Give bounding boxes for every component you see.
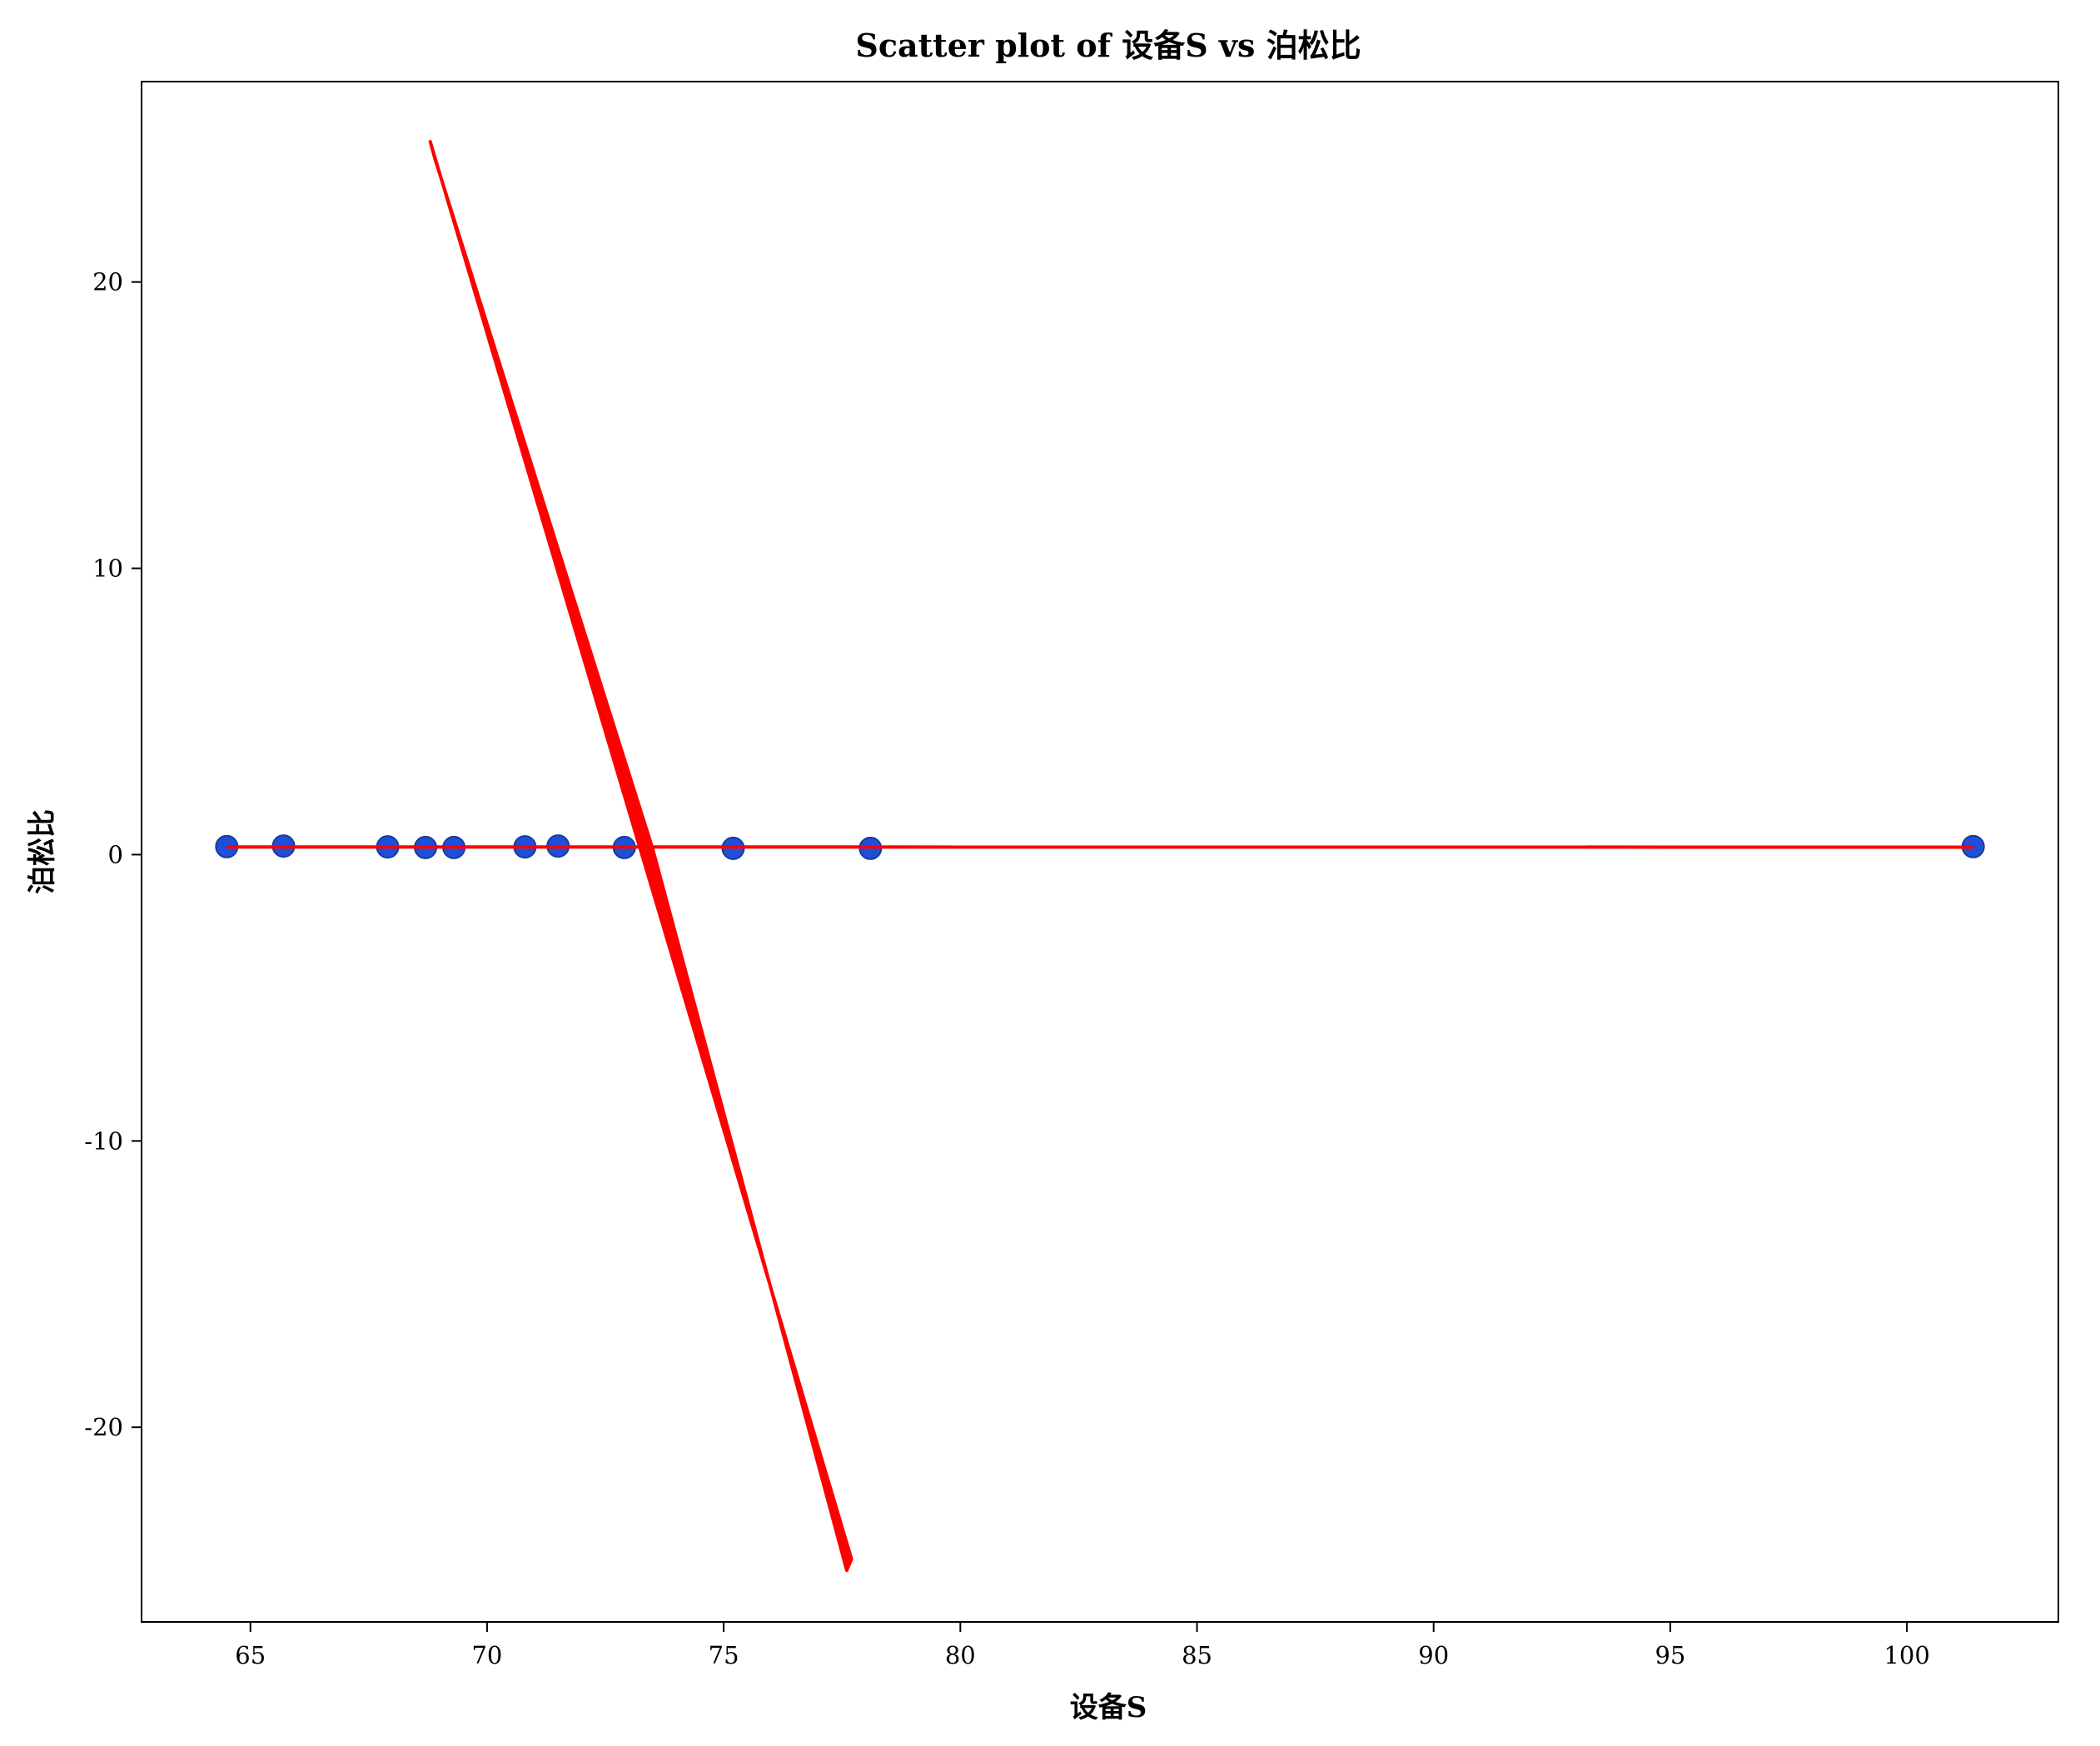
x-tick-label: 70 xyxy=(471,1641,502,1669)
y-tick-label: -20 xyxy=(84,1413,123,1441)
x-axis: 65 70 75 80 85 90 95 100 xyxy=(235,1622,1930,1669)
x-tick-label: 75 xyxy=(709,1641,739,1669)
x-axis-label: 设备S xyxy=(1070,1691,1147,1724)
y-axis-label: 泊松比 xyxy=(26,809,59,894)
y-axis: -20 -10 0 10 20 xyxy=(84,268,142,1441)
x-tick-label: 90 xyxy=(1418,1641,1449,1669)
x-tick-label: 65 xyxy=(235,1641,266,1669)
x-tick-label: 100 xyxy=(1884,1641,1929,1669)
x-tick-label: 80 xyxy=(945,1641,976,1669)
y-tick-label: -10 xyxy=(84,1127,123,1155)
steep-curve xyxy=(428,140,853,1573)
x-tick-label: 95 xyxy=(1655,1641,1685,1669)
y-tick-label: 20 xyxy=(92,268,123,296)
x-tick-label: 85 xyxy=(1182,1641,1212,1669)
y-tick-label: 0 xyxy=(108,840,123,868)
data-series xyxy=(215,140,1985,1573)
chart-title: Scatter plot of 设备S vs 泊松比 xyxy=(855,27,1361,64)
y-tick-label: 10 xyxy=(92,555,123,583)
